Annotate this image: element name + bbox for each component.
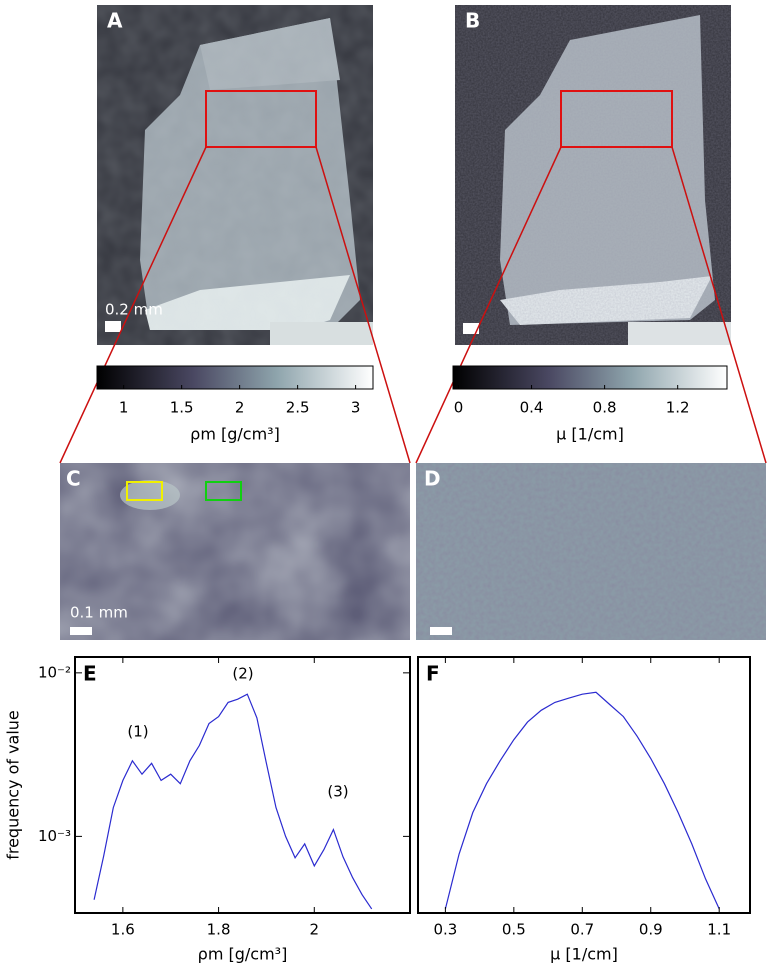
image-c [60, 463, 410, 640]
y-axis-label: frequency of value [4, 710, 23, 860]
colorbar [452, 365, 728, 390]
x-tick-label: 0.9 [639, 921, 663, 939]
x-tick-label: 0.7 [570, 921, 594, 939]
panel-label: F [426, 662, 440, 686]
colorbar [96, 365, 374, 390]
x-tick-label: 2 [310, 921, 320, 939]
panel-label: D [424, 467, 441, 491]
image-d [416, 463, 766, 640]
chart: 0.3 0.5 0.7 0.9 1.1 Fμ [1/cm] [417, 656, 751, 964]
colorbar-tick-label: 1.2 [666, 399, 690, 417]
y-tick-label: 10⁻³ [38, 827, 71, 845]
panel-label: A [107, 9, 123, 33]
annotation: (2) [232, 665, 253, 683]
x-tick-label: 1.1 [707, 921, 731, 939]
x-axis-label: ρm [g/cm³] [198, 945, 288, 964]
x-tick-label: 1.6 [111, 921, 135, 939]
histogram-line [93, 693, 373, 910]
plot-frame [417, 656, 751, 914]
x-tick-label: 0.3 [433, 921, 457, 939]
colorbar-tick-label: 0 [454, 399, 464, 417]
dynamic-layer: A 0.2 mm B C 0.1 mm D 1 1.5 2 2.5 3 ρm [g/cm³] 0 0.4 0… [4, 9, 751, 964]
panel-label: E [83, 662, 97, 686]
colorbar-tick-label: 1.5 [170, 399, 194, 417]
zoom-lines [59, 146, 767, 464]
colorbar-label: μ [1/cm] [556, 425, 624, 444]
scale-bar-label: 0.1 mm [70, 604, 128, 622]
annotation: (1) [127, 723, 148, 741]
plot-frame [74, 656, 411, 914]
colorbar-tick-label: 2 [235, 399, 245, 417]
colorbar-tick-label: 0.8 [593, 399, 617, 417]
scale-bar-label: 0.2 mm [105, 301, 163, 319]
annotation: (3) [327, 783, 348, 801]
colorbar-tick-label: 1 [119, 399, 129, 417]
panel-label: C [66, 467, 81, 491]
image-a [97, 5, 373, 345]
y-tick-label: 10⁻² [38, 663, 71, 681]
chart: 1.6 1.8 2 10⁻² 10⁻³ Eρm [g/cm³] frequency of v… [4, 656, 411, 964]
colorbar-label: ρm [g/cm³] [190, 425, 280, 444]
colorbar-tick-label: 0.4 [520, 399, 544, 417]
x-tick-label: 0.5 [502, 921, 526, 939]
colorbar-tick-label: 2.5 [286, 399, 310, 417]
colorbar-tick-label: 3 [351, 399, 361, 417]
histogram-line [444, 691, 720, 910]
x-axis-label: μ [1/cm] [550, 945, 618, 964]
image-b [455, 5, 731, 345]
panel-label: B [465, 9, 480, 33]
x-tick-label: 1.8 [207, 921, 231, 939]
